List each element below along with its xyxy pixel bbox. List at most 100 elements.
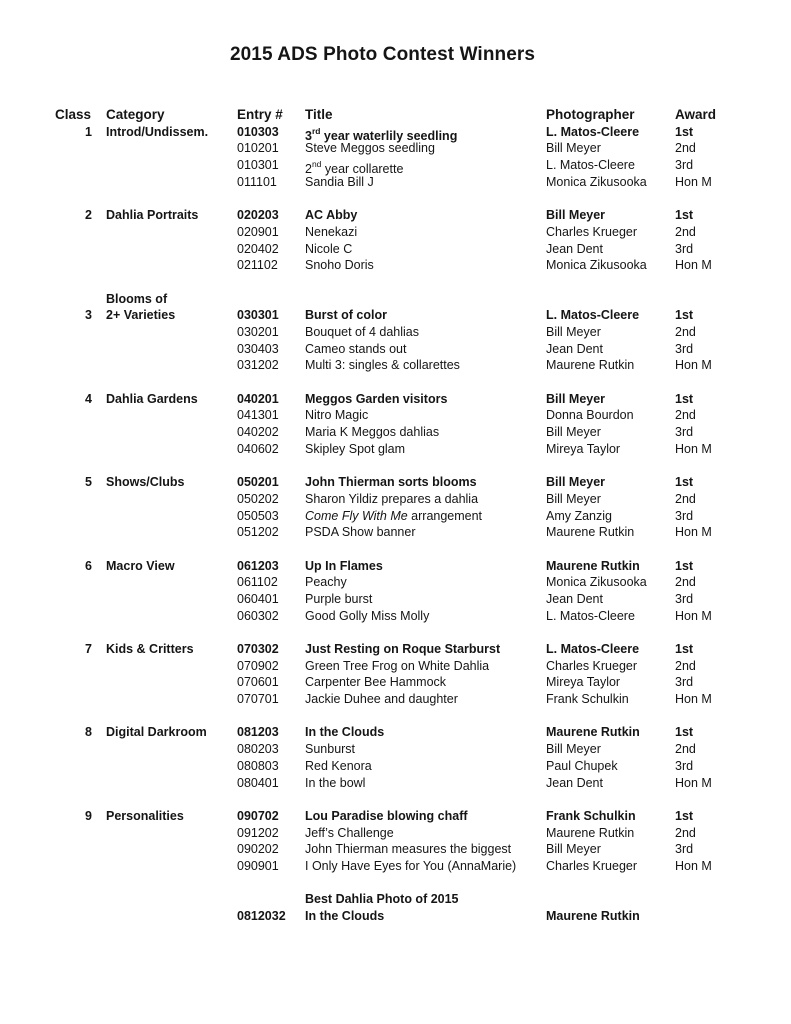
class-cell: 5: [85, 475, 92, 490]
category-cell: [92, 908, 237, 925]
title-superscript: rd: [311, 125, 321, 136]
class-section-8: 8 Digital Darkroom 081203 In the Clouds Maur…: [55, 724, 730, 791]
award-cell: [675, 891, 730, 908]
class-cell: [55, 524, 92, 541]
entry-cell: 030403: [237, 341, 279, 356]
title-cell: John Thierman sorts blooms: [305, 474, 546, 491]
entry-cell: 010301: [237, 158, 279, 173]
photographer-cell: Donna Bourdon: [546, 408, 634, 423]
award-cell: 3rd: [675, 508, 694, 523]
title-text: Nicole C: [305, 241, 353, 256]
table-row: 040202 Maria K Meggos dahlias Bill Meyer 3r…: [55, 424, 730, 441]
category-cell: [92, 140, 237, 157]
header-category: Category: [106, 107, 165, 122]
category-cell: [92, 591, 237, 608]
award-cell: 2nd: [675, 575, 696, 590]
category-cell: [92, 775, 237, 792]
table-row: 020901 Nenekazi Charles Krueger 2nd: [55, 224, 730, 241]
table-row: 080203 Sunburst Bill Meyer 2nd: [55, 741, 730, 758]
title-italic-segment: Come Fly With Me: [305, 508, 408, 523]
title-text: AC Abby: [305, 208, 358, 223]
table-row: 090202 John Thierman measures the biggest…: [55, 841, 730, 858]
category-cell: [92, 224, 237, 241]
category-cell: [92, 441, 237, 458]
best-photo-section: Best Dahlia Photo of 2015 0812032 In the C…: [55, 891, 730, 924]
category-cell: [92, 658, 237, 675]
class-cell: [55, 858, 92, 875]
photographer-cell: Maurene Rutkin: [546, 909, 640, 923]
award-cell: [675, 908, 730, 925]
entry-cell: 040202: [237, 425, 279, 440]
table-row: 011101 Sandia Bill J Monica Zikusooka Hon M: [55, 174, 730, 191]
photographer-cell: Jean Dent: [546, 341, 603, 356]
class-cell: [55, 241, 92, 258]
award-cell: 3rd: [675, 425, 694, 440]
title-cell: Peachy: [305, 574, 546, 591]
title-text: PSDA Show banner: [305, 525, 416, 540]
title-cell: Sharon Yildiz prepares a dahlia: [305, 491, 546, 508]
entry-cell: 070902: [237, 658, 279, 673]
table-row: 090901 I Only Have Eyes for You (AnnaMari…: [55, 858, 730, 875]
class-cell: [55, 591, 92, 608]
class-section-4: 4 Dahlia Gardens 040201 Meggos Garden visit…: [55, 391, 730, 458]
title-text: Skipley Spot glam: [305, 441, 406, 456]
photographer-cell: Maurene Rutkin: [546, 825, 635, 840]
title-cell: In the bowl: [305, 775, 546, 792]
results-table: Class Category Entry # Title Photographe…: [55, 107, 730, 925]
award-cell: 2nd: [675, 408, 696, 423]
photographer-cell: Bill Meyer: [546, 842, 601, 857]
entry-cell: 040602: [237, 441, 279, 456]
class-cell: [55, 775, 92, 792]
award-cell: Hon M: [675, 441, 712, 456]
award-cell: 1st: [675, 558, 694, 573]
entry-cell: 051202: [237, 525, 279, 540]
photographer-cell: L. Matos-Cleere: [546, 124, 640, 139]
title-text: In the Clouds: [305, 909, 385, 923]
title-cell: Sunburst: [305, 741, 546, 758]
title-text: Carpenter Bee Hammock: [305, 675, 447, 690]
title-cell: Maria K Meggos dahlias: [305, 424, 546, 441]
award-cell: 2nd: [675, 141, 696, 156]
header-title: Title: [305, 107, 333, 122]
table-row: 5 Shows/Clubs 050201 John Thierman sorts bl…: [55, 474, 730, 491]
award-cell: 3rd: [675, 591, 694, 606]
class-cell: [55, 825, 92, 842]
title-cell: [305, 291, 546, 308]
entry-cell: 010201: [237, 141, 279, 156]
title-text: Sharon Yildiz prepares a dahlia: [305, 491, 479, 506]
award-cell: Hon M: [675, 608, 712, 623]
category-cell: 2+ Varieties: [106, 308, 176, 323]
class-cell: [55, 574, 92, 591]
table-row: 051202 PSDA Show banner Maurene Rutkin Hon …: [55, 524, 730, 541]
table-row: 040602 Skipley Spot glam Mireya Taylor Hon …: [55, 441, 730, 458]
entry-cell: 070601: [237, 675, 279, 690]
award-cell: 1st: [675, 808, 694, 823]
class-cell: [55, 758, 92, 775]
title-cell: Bouquet of 4 dahlias: [305, 324, 546, 341]
title-cell: In the Clouds: [305, 724, 546, 741]
title-text: Cameo stands out: [305, 341, 407, 356]
photographer-cell: L. Matos-Cleere: [546, 158, 635, 173]
photographer-cell: Paul Chupek: [546, 758, 618, 773]
title-text: Lou Paradise blowing chaff: [305, 808, 468, 823]
award-cell: [675, 291, 730, 308]
title-text: Best Dahlia Photo of 2015: [305, 892, 459, 907]
title-cell: AC Abby: [305, 207, 546, 224]
title-cell: In the Clouds: [305, 908, 546, 925]
entry-cell: 040201: [237, 391, 279, 406]
category-cell: [92, 508, 237, 525]
entry-cell: 030201: [237, 324, 279, 339]
entry-cell: 050201: [237, 475, 279, 490]
class-cell: [55, 357, 92, 374]
title-cell: Good Golly Miss Molly: [305, 608, 546, 625]
entry-cell: 021102: [237, 258, 278, 273]
entry-cell: 011101: [237, 174, 277, 189]
category-cell: Dahlia Portraits: [106, 208, 199, 223]
photographer-cell: Charles Krueger: [546, 224, 638, 239]
header-class: Class: [55, 107, 92, 122]
table-row: 1 Introd/Undissem. 010303 3rd year waterlil…: [55, 124, 730, 143]
photographer-cell: L. Matos-Cleere: [546, 608, 635, 623]
award-cell: 2nd: [675, 658, 696, 673]
class-cell: [55, 908, 92, 925]
award-cell: Hon M: [675, 775, 712, 790]
